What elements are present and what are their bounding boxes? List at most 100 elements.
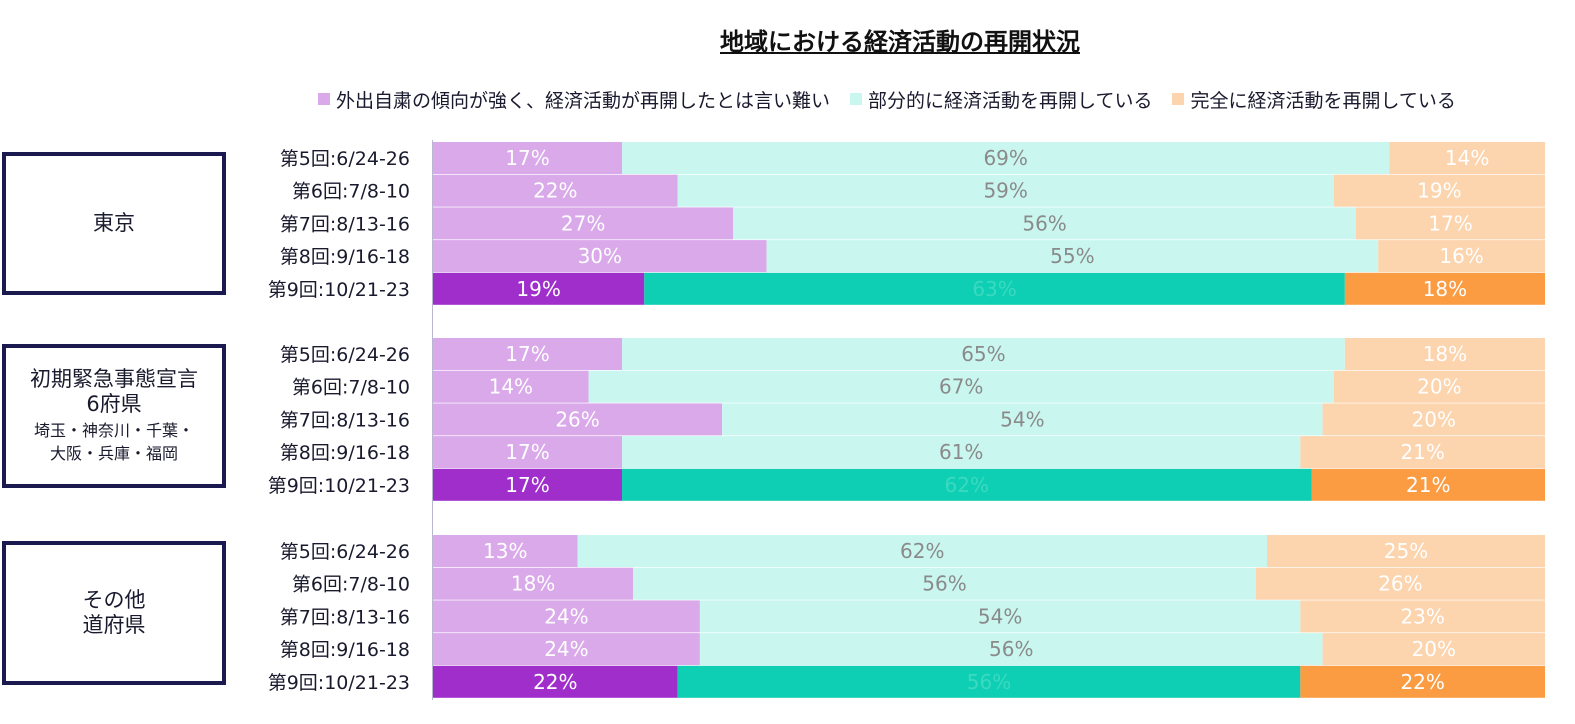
row-label: 第8回:9/16-18 <box>280 246 410 268</box>
group-name-initial-emergency: 初期緊急事態宣言 6府県 <box>30 367 198 416</box>
bar-segment-fully-reopened <box>1322 633 1545 666</box>
data-label: 22% <box>1400 670 1444 694</box>
bar-segment-partially-reopened <box>644 272 1345 305</box>
legend-swatch-fully-reopened <box>1172 93 1185 105</box>
bar-segment-not-reopened <box>433 600 700 633</box>
data-label: 25% <box>1384 539 1428 563</box>
bar-row: 第6回:7/8-10 14% 67% 20% <box>292 370 1545 403</box>
data-label: 62% <box>900 539 944 563</box>
data-label: 17% <box>505 473 549 497</box>
row-label: 第6回:7/8-10 <box>292 377 410 399</box>
data-label: 18% <box>1423 277 1467 301</box>
row-label: 第6回:7/8-10 <box>292 181 410 203</box>
legend-item-not-reopened: 外出自粛の傾向が強く、経済活動が再開したとは言い難い <box>318 86 830 113</box>
bar-segment-not-reopened <box>433 436 623 469</box>
data-label: 19% <box>1417 179 1461 203</box>
legend-label-partially-reopened: 部分的に経済活動を再開している <box>868 89 1153 112</box>
bar-segment-not-reopened <box>433 403 723 436</box>
data-label: 16% <box>1439 244 1483 268</box>
data-label: 56% <box>922 572 966 596</box>
bar-segment-not-reopened <box>433 567 634 600</box>
bar-row: 第7回:8/13-16 27% 56% 17% <box>280 207 1545 240</box>
group-name-other-prefectures: その他 道府県 <box>82 588 146 637</box>
bar-row: 第9回:10/21-23 22% 56% 22% <box>268 665 1545 698</box>
legend-item-partially-reopened: 部分的に経済活動を再開している <box>850 86 1152 113</box>
bar-segment-partially-reopened <box>722 403 1323 436</box>
data-label: 56% <box>967 670 1011 694</box>
row-label: 第6回:7/8-10 <box>292 574 410 596</box>
bar-segment-partially-reopened <box>677 174 1334 207</box>
bar-row: 第6回:7/8-10 22% 59% 19% <box>292 174 1545 207</box>
bar-segment-partially-reopened <box>622 142 1390 174</box>
bar-row: 第5回:6/24-26 17% 65% 18% <box>280 338 1545 370</box>
bar-segment-fully-reopened <box>1255 567 1545 600</box>
legend-swatch-not-reopened <box>318 93 330 105</box>
bar-segment-not-reopened <box>433 142 623 174</box>
group-box-initial-emergency-6-prefectures: 初期緊急事態宣言 6府県 埼玉・神奈川・千葉・ 大阪・兵庫・福岡 <box>2 344 226 488</box>
data-label: 27% <box>561 211 605 235</box>
bar-segment-fully-reopened <box>1378 240 1545 273</box>
row-label: 第5回:6/24-26 <box>280 148 410 170</box>
data-label: 30% <box>578 244 622 268</box>
group-box-tokyo: 東京 <box>2 152 226 295</box>
bar-segment-not-reopened <box>433 240 767 273</box>
data-label: 20% <box>1412 407 1456 431</box>
bar-segment-partially-reopened <box>733 207 1356 240</box>
data-label: 18% <box>511 572 555 596</box>
chart-legend: 外出自粛の傾向が強く、経済活動が再開したとは言い難い 部分的に経済活動を再開して… <box>318 86 1476 112</box>
bar-segment-not-reopened <box>433 272 645 305</box>
bar-segment-fully-reopened <box>1300 436 1545 469</box>
data-label: 54% <box>1000 407 1044 431</box>
group-box-other-prefectures: その他 道府県 <box>2 541 226 685</box>
bar-segment-partially-reopened <box>699 600 1301 633</box>
bar-segment-not-reopened <box>433 207 734 240</box>
bar-row: 第9回:10/21-23 19% 63% 18% <box>268 272 1545 305</box>
bar-row: 第5回:6/24-26 13% 62% 25% <box>280 535 1545 567</box>
bar-row: 第7回:8/13-16 26% 54% 20% <box>280 403 1545 436</box>
legend-label-fully-reopened: 完全に経済活動を再開している <box>1190 89 1456 112</box>
row-label: 第7回:8/13-16 <box>280 213 410 235</box>
data-label: 67% <box>939 375 983 399</box>
row-label: 第9回:10/21-23 <box>268 475 410 497</box>
data-label: 63% <box>972 277 1016 301</box>
data-label: 14% <box>489 375 533 399</box>
data-label: 24% <box>544 637 588 661</box>
bar-segment-fully-reopened <box>1322 403 1545 436</box>
bar-row: 第7回:8/13-16 24% 54% 23% <box>280 600 1545 633</box>
bar-segment-partially-reopened <box>577 535 1267 567</box>
bar-segment-partially-reopened <box>622 468 1312 501</box>
group-sub-prefecture-list: 埼玉・神奈川・千葉・ 大阪・兵庫・福岡 <box>33 421 194 463</box>
data-label: 17% <box>505 342 549 366</box>
bar-group-0: 第5回:6/24-26 17% 69% 14%第6回:7/8-10 22% 59% 19%第… <box>268 142 1545 305</box>
bar-row: 第8回:9/16-18 30% 55% 16% <box>280 240 1545 273</box>
legend-swatch-partially-reopened <box>850 93 863 105</box>
group-name-tokyo: 東京 <box>93 211 135 235</box>
bar-segment-not-reopened <box>433 468 623 501</box>
bar-group-2: 第5回:6/24-26 13% 62% 25%第6回:7/8-10 18% 56% 26%第… <box>268 535 1545 698</box>
data-label: 61% <box>939 440 983 464</box>
data-label: 23% <box>1400 604 1444 628</box>
data-label: 22% <box>533 670 577 694</box>
bar-segment-fully-reopened <box>1333 174 1545 207</box>
bar-segment-fully-reopened <box>1300 600 1545 633</box>
data-label: 62% <box>945 473 989 497</box>
bar-segment-fully-reopened <box>1267 535 1545 567</box>
bar-segment-partially-reopened <box>633 567 1256 600</box>
data-label: 13% <box>483 539 527 563</box>
legend-label-not-reopened: 外出自粛の傾向が強く、経済活動が再開したとは言い難い <box>336 89 831 112</box>
row-label: 第5回:6/24-26 <box>280 541 410 563</box>
data-label: 19% <box>516 277 560 301</box>
bar-segment-partially-reopened <box>588 370 1334 403</box>
data-label: 20% <box>1417 375 1461 399</box>
row-label: 第9回:10/21-23 <box>268 672 410 694</box>
legend-item-fully-reopened: 完全に経済活動を再開している <box>1172 86 1456 113</box>
row-label: 第8回:9/16-18 <box>280 442 410 464</box>
bar-group-1: 第5回:6/24-26 17% 65% 18%第6回:7/8-10 14% 67% 20%第… <box>268 338 1545 501</box>
data-label: 17% <box>505 146 549 170</box>
data-label: 59% <box>983 179 1027 203</box>
row-label: 第7回:8/13-16 <box>280 409 410 431</box>
data-label: 21% <box>1400 440 1444 464</box>
data-label: 14% <box>1445 146 1489 170</box>
bar-segment-fully-reopened <box>1344 338 1545 370</box>
bar-segment-not-reopened <box>433 665 678 698</box>
